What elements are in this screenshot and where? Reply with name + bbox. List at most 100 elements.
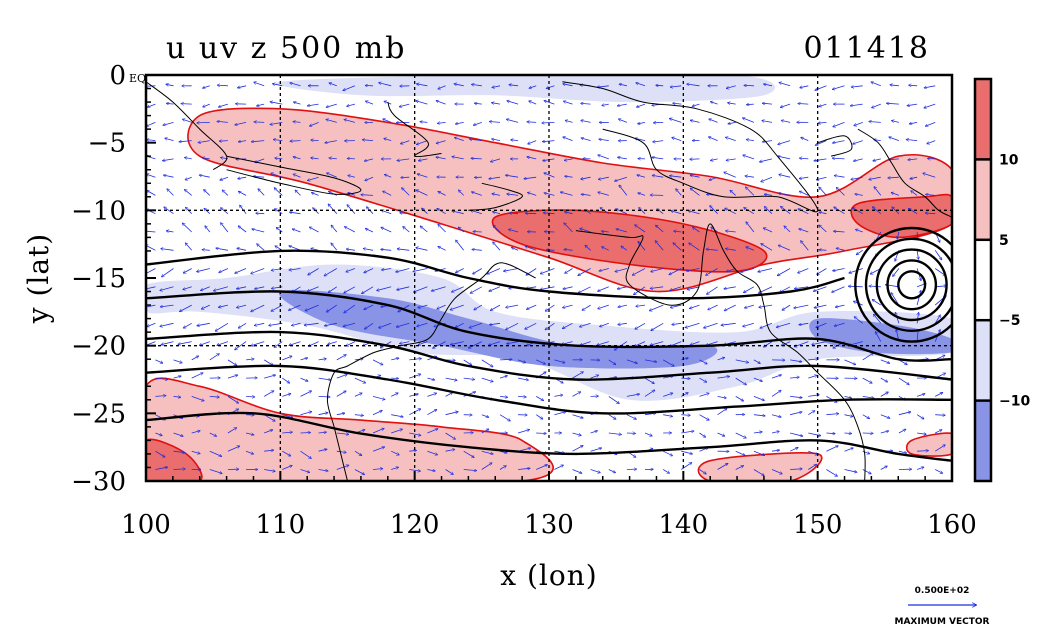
wind-vector xyxy=(491,304,501,310)
wind-vector xyxy=(565,176,573,177)
wind-vector xyxy=(365,322,374,329)
wind-vector xyxy=(926,194,936,195)
wind-vector xyxy=(728,122,736,123)
z-contour-5 xyxy=(146,411,952,462)
wind-vector xyxy=(507,119,519,123)
wind-vector xyxy=(637,103,646,107)
wind-vector xyxy=(222,190,229,196)
wind-vector xyxy=(506,304,519,307)
wind-vector xyxy=(432,286,446,291)
wind-vector xyxy=(724,172,736,178)
wind-vector xyxy=(856,229,863,233)
wind-vector xyxy=(509,85,519,86)
wind-vector xyxy=(336,433,349,434)
wind-vector xyxy=(161,249,174,251)
wind-vector xyxy=(856,249,863,254)
wind-vector xyxy=(590,431,598,434)
wind-vector xyxy=(290,141,301,142)
wind-vector xyxy=(155,396,165,397)
wind-vector xyxy=(235,341,247,350)
wind-vector xyxy=(545,322,555,329)
z-contour-4 xyxy=(146,364,952,415)
wind-vector xyxy=(854,317,863,324)
wind-vector xyxy=(815,140,827,146)
wind-vector xyxy=(162,268,174,277)
wind-vector xyxy=(318,449,327,452)
wind-vector xyxy=(518,396,526,397)
wind-vector xyxy=(746,247,755,251)
wind-vector xyxy=(626,359,637,363)
wind-vector xyxy=(293,157,301,160)
wind-vector xyxy=(492,103,501,104)
wind-vector xyxy=(258,189,265,196)
wind-vector xyxy=(336,465,349,470)
wind-vector xyxy=(391,467,398,470)
wind-vector xyxy=(771,414,781,417)
wind-vector xyxy=(578,268,591,276)
wind-vector xyxy=(147,140,156,141)
wind-vector xyxy=(934,315,940,324)
wind-vector xyxy=(238,141,247,142)
wind-vector xyxy=(746,140,754,141)
wind-vector xyxy=(344,304,356,313)
wind-vector xyxy=(887,103,899,104)
wind-vector xyxy=(656,225,664,233)
wind-vector xyxy=(487,268,501,275)
wind-vector xyxy=(650,286,664,289)
wind-vector xyxy=(634,341,646,347)
wind-vector xyxy=(644,413,656,415)
wind-vector xyxy=(400,341,410,344)
wind-vector xyxy=(183,119,192,123)
wind-vector xyxy=(173,432,184,436)
colorbar-bin xyxy=(975,159,991,240)
wind-vector xyxy=(197,122,210,123)
wind-vector xyxy=(619,84,627,86)
wind-vector xyxy=(155,432,162,436)
wind-vector xyxy=(391,358,399,361)
wind-vector xyxy=(161,341,174,345)
coastline xyxy=(562,81,819,213)
wind-vector xyxy=(365,229,374,233)
wind-vector xyxy=(517,430,529,434)
wind-vector xyxy=(621,246,628,251)
wind-vector xyxy=(801,241,809,251)
wind-vector xyxy=(209,432,217,436)
wind-vector xyxy=(354,415,363,416)
wind-vector xyxy=(564,159,573,161)
colorbar-label: 5 xyxy=(999,233,1009,249)
wind-vector xyxy=(669,268,682,275)
wind-vector xyxy=(598,286,609,292)
reference-vector-value: 0.500E+02 xyxy=(915,586,970,596)
wind-vector xyxy=(618,323,627,324)
wind-vector xyxy=(693,227,700,233)
wind-vector xyxy=(324,268,338,276)
reference-vector-caption: MAXIMUM VECTOR xyxy=(894,617,989,627)
wind-vector xyxy=(300,412,312,416)
wind-vector xyxy=(717,432,725,436)
wind-vector xyxy=(923,173,936,178)
wind-vector xyxy=(615,176,628,181)
chart-timestamp: 011418 xyxy=(803,31,930,66)
wind-vector xyxy=(499,451,507,453)
wind-vector xyxy=(670,86,682,87)
wind-vector xyxy=(518,377,528,380)
wind-vector xyxy=(835,304,845,307)
wind-vector xyxy=(238,177,247,179)
wind-vector xyxy=(798,104,809,105)
wind-vector xyxy=(724,286,736,289)
wind-vector xyxy=(417,322,428,326)
wind-vector xyxy=(598,304,609,309)
wind-vector xyxy=(906,140,918,141)
wind-vector xyxy=(935,415,945,416)
wind-vector xyxy=(254,322,265,325)
wind-vector xyxy=(418,341,428,345)
coastline xyxy=(326,262,536,481)
wind-vector xyxy=(397,158,410,161)
wind-vector xyxy=(608,414,616,419)
wind-vector xyxy=(874,187,882,196)
wind-vector xyxy=(489,286,501,291)
wind-vector xyxy=(744,286,755,293)
wind-vector xyxy=(916,467,924,470)
wind-vector xyxy=(264,430,272,434)
wind-vector xyxy=(179,141,192,142)
